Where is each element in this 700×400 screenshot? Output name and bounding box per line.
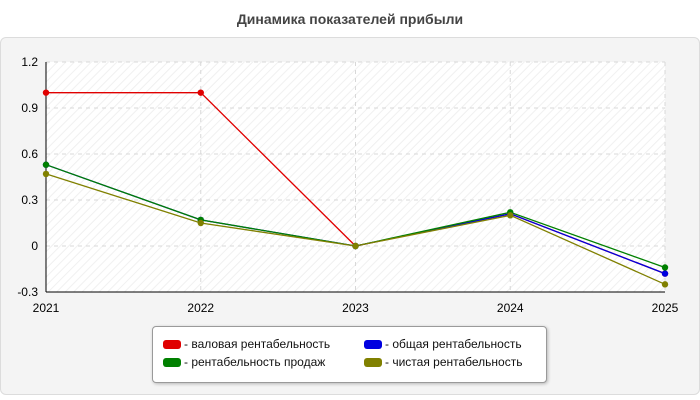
data-point-series-2 xyxy=(42,161,50,168)
legend-swatch-net-margin xyxy=(364,357,382,367)
y-tick-label: -0.3 xyxy=(17,285,38,299)
data-point-series-2 xyxy=(661,264,669,271)
x-tick-label: 2021 xyxy=(33,301,60,315)
x-tick-label: 2023 xyxy=(342,301,369,315)
x-tick-label: 2024 xyxy=(497,301,524,315)
data-point-series-3 xyxy=(352,242,359,250)
x-tick-label: 2025 xyxy=(652,301,679,315)
y-tick-label: 0.6 xyxy=(21,147,38,161)
data-point-series-3 xyxy=(42,170,50,178)
legend-label-gross-margin: - валовая рентабельность xyxy=(184,337,331,351)
data-point-series-3 xyxy=(197,219,204,227)
legend-item-gross-margin: - валовая рентабельность xyxy=(163,337,330,351)
legend-item-sales-margin: - рентабельность продаж xyxy=(163,355,325,369)
data-point-series-0 xyxy=(197,89,204,96)
legend-swatch-total-margin xyxy=(364,339,382,349)
x-tick-label: 2022 xyxy=(187,301,214,315)
data-point-series-3 xyxy=(661,281,669,288)
legend-item-total-margin: - общая рентабельность xyxy=(364,337,522,351)
chart-title: Динамика показателей прибыли xyxy=(236,11,464,27)
data-point-series-1 xyxy=(661,270,669,277)
legend-item-net-margin: - чистая рентабельность xyxy=(364,355,522,369)
y-tick-label: 1.2 xyxy=(21,55,38,69)
legend-swatch-sales-margin xyxy=(163,357,181,367)
chart-legend: - валовая рентабельность - общая рентабе… xyxy=(152,326,547,383)
y-tick-label: 0.9 xyxy=(21,101,38,115)
data-point-series-3 xyxy=(507,212,514,219)
legend-label-total-margin: - общая рентабельность xyxy=(385,337,522,351)
y-tick-label: 0.3 xyxy=(21,193,38,207)
legend-label-sales-margin: - рентабельность продаж xyxy=(184,355,326,369)
legend-swatch-gross-margin xyxy=(163,339,181,349)
data-point-series-0 xyxy=(42,89,50,96)
legend-label-net-margin: - чистая рентабельность xyxy=(385,355,523,369)
y-tick-label: 0 xyxy=(31,239,38,253)
